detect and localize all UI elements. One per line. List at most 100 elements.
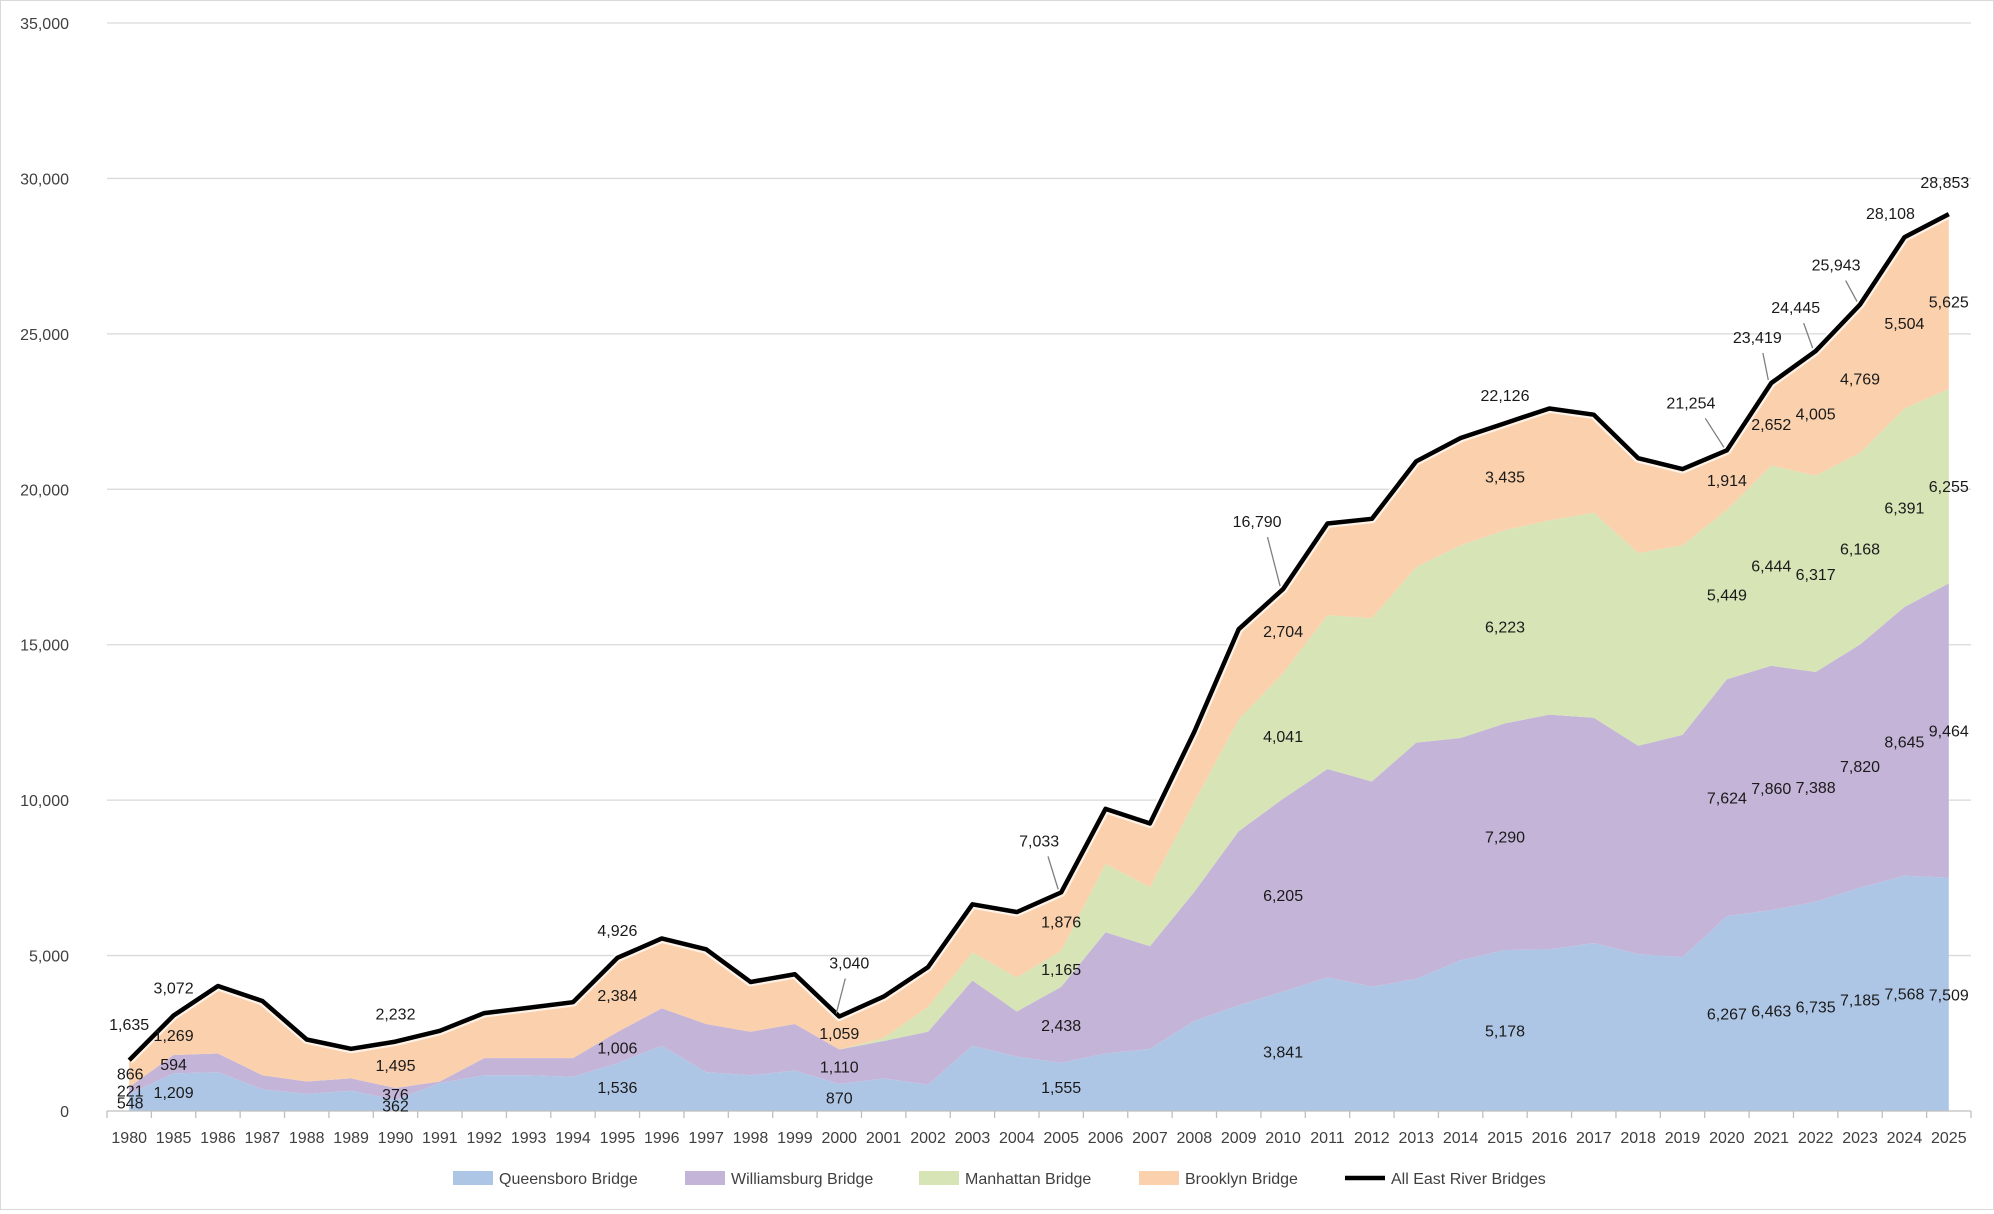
gridlines	[107, 22, 1971, 957]
x-tick-label: 2011	[1310, 1130, 1345, 1147]
y-tick-label: 10,000	[20, 793, 69, 810]
label-leader-line	[1845, 280, 1858, 302]
x-tick-label: 2016	[1532, 1130, 1568, 1147]
data-label: 1,209	[154, 1085, 194, 1102]
x-tick-label: 1980	[111, 1130, 147, 1147]
label-leader-line	[1803, 322, 1814, 349]
data-label: 25,943	[1812, 258, 1861, 275]
legend-label: Brooklyn Bridge	[1185, 1171, 1298, 1188]
data-label: 5,504	[1884, 316, 1924, 333]
data-label: 2,384	[597, 988, 637, 1005]
x-tick-label: 1990	[378, 1130, 414, 1147]
data-label: 3,072	[154, 981, 194, 998]
data-label: 6,444	[1751, 559, 1791, 576]
x-tick-label: 1993	[511, 1130, 547, 1147]
data-label: 24,445	[1771, 300, 1820, 317]
x-tick-label: 2007	[1132, 1130, 1168, 1147]
data-label: 5,625	[1929, 295, 1969, 312]
legend-label: All East River Bridges	[1391, 1171, 1546, 1188]
data-label: 9,464	[1929, 723, 1969, 740]
data-label: 7,568	[1884, 986, 1924, 1003]
y-tick-label: 25,000	[20, 327, 69, 344]
x-tick-label: 2022	[1798, 1130, 1834, 1147]
data-label: 3,841	[1263, 1044, 1303, 1061]
x-tick-label: 2006	[1088, 1130, 1124, 1147]
data-label: 7,820	[1840, 759, 1880, 776]
area-brooklyn-bridge	[129, 214, 1949, 1089]
x-tick-label: 1986	[200, 1130, 236, 1147]
x-tick-label: 2013	[1398, 1130, 1434, 1147]
data-label: 21,254	[1666, 395, 1715, 412]
area-manhattan-bridge	[129, 388, 1949, 1089]
y-tick-label: 5,000	[29, 949, 69, 966]
data-label: 23,419	[1733, 330, 1782, 347]
data-label: 6,267	[1707, 1007, 1747, 1024]
data-label: 28,853	[1920, 175, 1969, 192]
data-label: 2,652	[1751, 417, 1791, 434]
data-label: 4,926	[597, 923, 637, 940]
legend-swatch-brooklyn-bridge	[1139, 1171, 1179, 1185]
x-tick-label: 2020	[1709, 1130, 1745, 1147]
data-label: 6,255	[1929, 479, 1969, 496]
legend-label: Williamsburg Bridge	[731, 1171, 873, 1188]
data-label: 4,769	[1840, 372, 1880, 389]
data-label: 6,463	[1751, 1004, 1791, 1021]
x-tick-label: 1997	[688, 1130, 724, 1147]
legend-label: Manhattan Bridge	[965, 1171, 1091, 1188]
data-label: 22,126	[1481, 388, 1530, 405]
data-label: 7,860	[1751, 781, 1791, 798]
label-leader-line	[1704, 417, 1725, 448]
data-label: 548	[117, 1095, 144, 1112]
label-leader-line	[1762, 352, 1769, 381]
x-tick-label: 2000	[821, 1130, 857, 1147]
data-label: 594	[160, 1057, 187, 1074]
x-tick-label: 2003	[955, 1130, 991, 1147]
data-label: 3,435	[1485, 470, 1525, 487]
data-label: 1,635	[109, 1017, 149, 1034]
y-tick-label: 15,000	[20, 638, 69, 655]
data-label: 28,108	[1866, 206, 1915, 223]
x-tick-label: 1987	[245, 1130, 281, 1147]
x-tick-label: 2012	[1354, 1130, 1390, 1147]
x-tick-label: 2025	[1931, 1130, 1967, 1147]
area-williamsburg-bridge	[129, 583, 1949, 1100]
legend-swatch-manhattan-bridge	[919, 1171, 959, 1185]
x-tick-label: 2017	[1576, 1130, 1612, 1147]
x-tick-label: 2008	[1177, 1130, 1213, 1147]
data-label: 7,624	[1707, 791, 1747, 808]
x-tick-label: 1992	[466, 1130, 502, 1147]
data-label: 6,205	[1263, 888, 1303, 905]
data-label: 1,269	[154, 1028, 194, 1045]
data-label: 7,033	[1019, 833, 1059, 850]
data-label: 1,914	[1707, 473, 1747, 490]
data-label: 6,735	[1796, 999, 1836, 1016]
data-label: 7,509	[1929, 987, 1969, 1004]
data-label: 4,041	[1263, 729, 1303, 746]
area-series-layer	[129, 214, 1949, 1111]
x-tick-label: 1994	[555, 1130, 591, 1147]
data-label: 6,168	[1840, 542, 1880, 559]
axes: 0 5,000 10,000 15,000 20,000 25,000 30,000 35,0…	[20, 16, 1972, 1147]
legend-swatch-williamsburg-bridge	[685, 1171, 725, 1185]
x-tick-label: 1989	[333, 1130, 369, 1147]
x-tick-label: 1991	[422, 1130, 458, 1147]
data-label: 7,185	[1840, 992, 1880, 1009]
x-tick-label: 2002	[910, 1130, 946, 1147]
legend-label: Queensboro Bridge	[499, 1171, 638, 1188]
label-leader-line	[1266, 536, 1281, 587]
x-tick-label: 2021	[1753, 1130, 1789, 1147]
x-tick-label: 2001	[866, 1130, 902, 1147]
x-tick-label: 2023	[1842, 1130, 1878, 1147]
x-tick-label: 1995	[600, 1130, 636, 1147]
label-leader-line	[1047, 856, 1059, 890]
data-label: 221	[117, 1084, 144, 1101]
x-tick-label: 2018	[1620, 1130, 1656, 1147]
legend: Queensboro Bridge Williamsburg Bridge Manh…	[453, 1171, 1546, 1188]
area-queensboro-bridge	[129, 875, 1949, 1111]
y-tick-label: 0	[60, 1104, 69, 1121]
data-label: 1,165	[1041, 962, 1081, 979]
x-tick-label: 2005	[1043, 1130, 1079, 1147]
data-label: 1,536	[597, 1080, 637, 1097]
data-label: 6,391	[1884, 501, 1924, 518]
